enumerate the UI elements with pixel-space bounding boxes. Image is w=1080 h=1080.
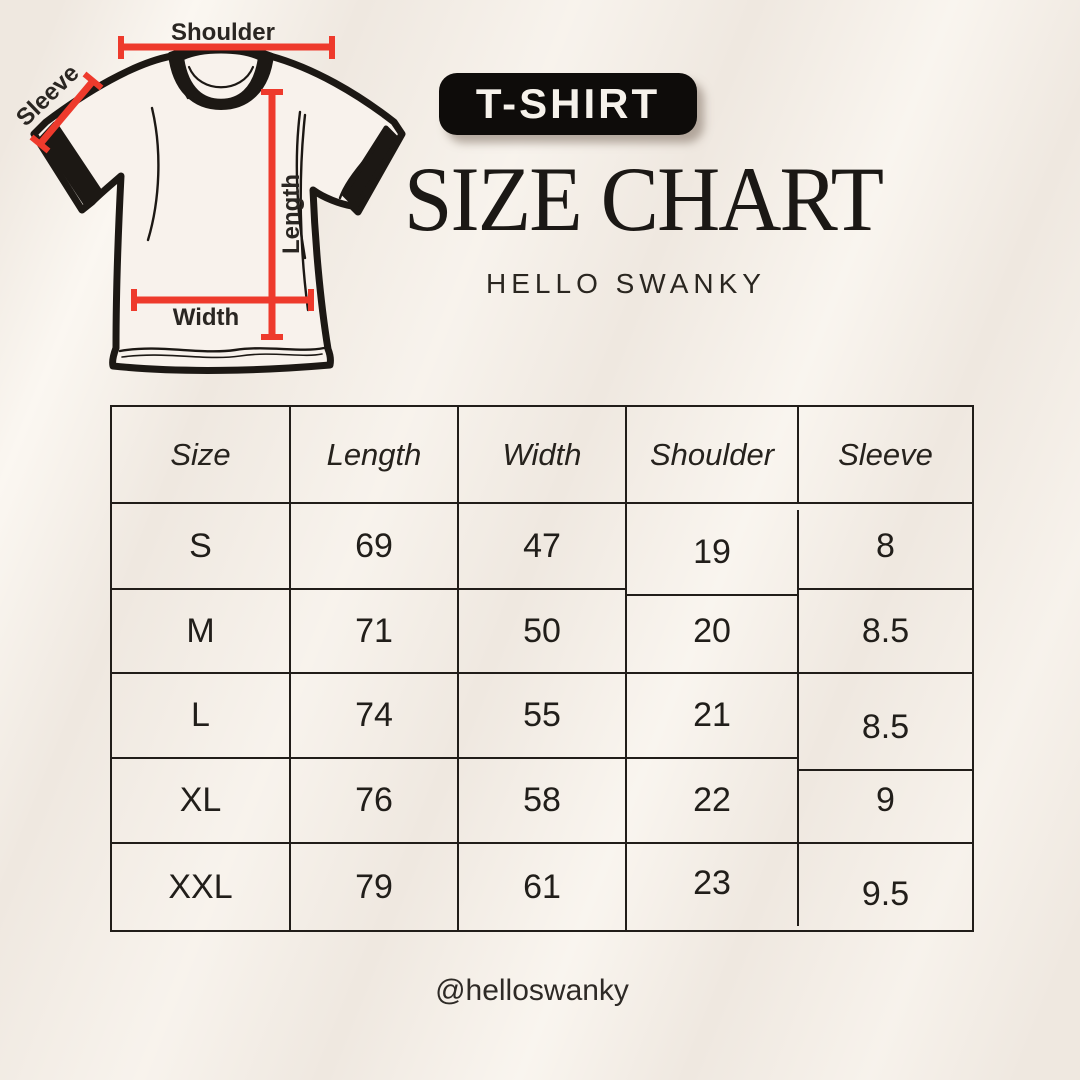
table-cell: 71 <box>291 590 459 674</box>
table-cell: 20 <box>627 590 799 674</box>
table-cell: 76 <box>291 759 459 844</box>
table-cell: 74 <box>291 674 459 759</box>
table-cell: 55 <box>459 674 627 759</box>
collar-inner-line <box>187 65 255 89</box>
table-cell: 9 <box>799 759 972 844</box>
length-label: Length <box>278 174 305 254</box>
brand-name: HELLO SWANKY <box>486 268 766 299</box>
table-cell: 21 <box>627 674 799 759</box>
tshirt-diagram: Shoulder Sleeve Length Width <box>11 19 406 374</box>
table-cell: XL <box>112 759 291 844</box>
table-cell: S <box>112 504 291 590</box>
right-cuff-band <box>341 125 401 209</box>
table-cell: 8.5 <box>799 686 972 771</box>
tshirt-badge-label: T-SHIRT <box>475 80 661 127</box>
tshirt-badge: T-SHIRT <box>439 73 697 135</box>
table-cell: 61 <box>459 844 627 930</box>
table-header-cell: Size <box>112 407 291 504</box>
table-header-cell: Length <box>291 407 459 504</box>
table-cell: 22 <box>627 759 799 844</box>
table-cell: 69 <box>291 504 459 590</box>
table-cell: 8 <box>799 504 972 590</box>
table-cell: M <box>112 590 291 674</box>
table-header-cell: Sleeve <box>799 407 972 504</box>
sleeve-arrow <box>37 78 96 147</box>
size-table: Size Length Width Shoulder Sleeve S 69 4… <box>110 405 974 932</box>
social-handle: @helloswanky <box>435 974 629 1007</box>
table-cell: 9.5 <box>861 874 910 913</box>
table-cell: XXL <box>112 844 291 930</box>
page-title: SIZE CHART <box>403 148 884 250</box>
table-cell: 79 <box>291 844 459 930</box>
table-cell: 8.5 <box>799 590 972 674</box>
table-header-cell: Shoulder <box>627 407 799 504</box>
width-label: Width <box>173 304 239 331</box>
table-cell: 58 <box>459 759 627 844</box>
table-header-cell: Width <box>459 407 627 504</box>
table-cell: 50 <box>459 590 627 674</box>
table-cell: 47 <box>459 504 627 590</box>
table-cell: 19 <box>627 510 799 596</box>
table-cell: L <box>112 674 291 759</box>
crease-lines <box>56 58 370 359</box>
table-cell: 23 <box>627 840 799 926</box>
shoulder-label: Shoulder <box>171 19 275 46</box>
measurement-arrows <box>29 36 335 340</box>
collar-opening <box>181 51 261 102</box>
